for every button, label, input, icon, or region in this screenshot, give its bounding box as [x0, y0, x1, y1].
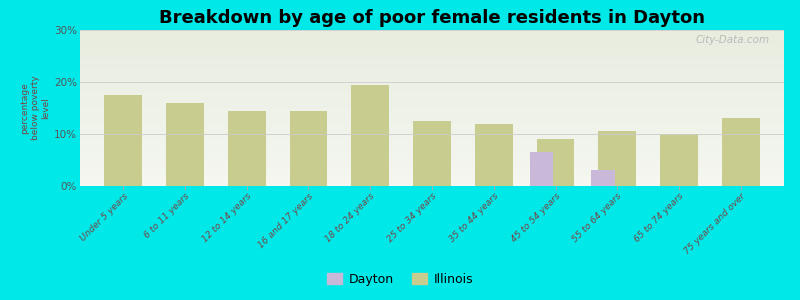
Bar — [722, 118, 759, 186]
Bar — [591, 170, 615, 186]
Bar — [537, 139, 574, 186]
Bar — [290, 111, 327, 186]
Y-axis label: percentage
below poverty
level: percentage below poverty level — [20, 76, 50, 140]
Bar — [105, 95, 142, 186]
Bar — [228, 111, 266, 186]
Bar — [530, 152, 553, 186]
Bar — [598, 131, 636, 186]
Legend: Dayton, Illinois: Dayton, Illinois — [322, 268, 478, 291]
Bar — [660, 134, 698, 186]
Bar — [475, 124, 513, 186]
Text: City-Data.com: City-Data.com — [696, 35, 770, 45]
Bar — [414, 121, 450, 186]
Bar — [351, 85, 389, 186]
Title: Breakdown by age of poor female residents in Dayton: Breakdown by age of poor female resident… — [159, 9, 705, 27]
Bar — [166, 103, 204, 186]
